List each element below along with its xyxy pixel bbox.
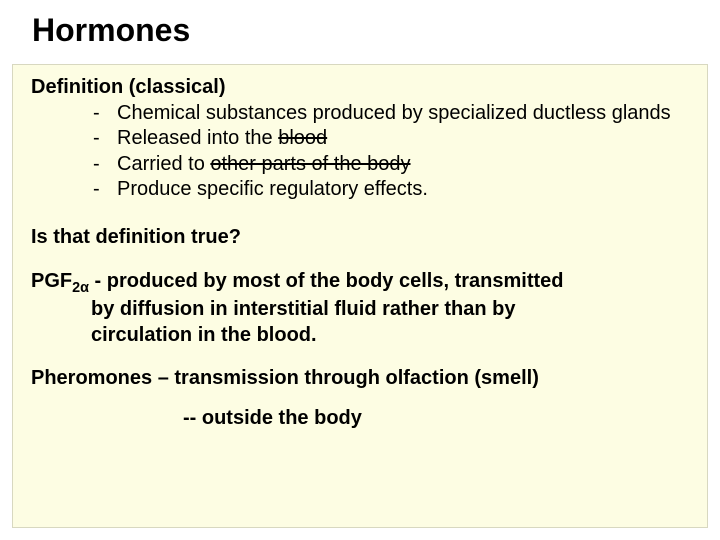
bullet-dash-icon: - [93, 126, 117, 152]
bullet-text: Produce specific regulatory effects. [117, 177, 689, 203]
bullet-text-plain: Carried to [117, 153, 210, 175]
pgf-line2: by diffusion in interstitial fluid rathe… [31, 297, 689, 323]
pgf-line3: circulation in the blood. [31, 323, 689, 349]
bullet-dash-icon: - [93, 101, 117, 127]
bullet-text-struck: blood [278, 127, 327, 149]
pgf-paragraph: PGF2α - produced by most of the body cel… [31, 269, 689, 297]
bullet-dash-icon: - [93, 152, 117, 178]
pgf-label-main: PGF [31, 270, 72, 292]
bullet-text-plain: Released into the [117, 127, 278, 149]
outside-body-text: -- outside the body [31, 406, 689, 432]
bullet-item: - Released into the blood [93, 126, 689, 152]
slide-title: Hormones [0, 0, 720, 49]
bullet-item: - Produce specific regulatory effects. [93, 177, 689, 203]
pheromones-text: Pheromones – transmission through olfact… [31, 366, 689, 392]
bullet-text: Released into the blood [117, 126, 689, 152]
pgf-label: PGF2α [31, 270, 89, 292]
question-text: Is that definition true? [31, 225, 689, 251]
bullet-dash-icon: - [93, 177, 117, 203]
bullet-item: - Chemical substances produced by specia… [93, 101, 689, 127]
bullet-item: - Carried to other parts of the body [93, 152, 689, 178]
content-box: Definition (classical) - Chemical substa… [12, 64, 708, 528]
definition-heading: Definition (classical) [31, 75, 689, 101]
bullet-text: Chemical substances produced by speciali… [117, 101, 689, 127]
bullet-text: Carried to other parts of the body [117, 152, 689, 178]
bullet-list: - Chemical substances produced by specia… [31, 101, 689, 203]
pgf-label-subscript: 2α [72, 280, 89, 296]
bullet-text-struck: other parts of the body [210, 153, 410, 175]
slide: Hormones Definition (classical) - Chemic… [0, 0, 720, 540]
pgf-line1: - produced by most of the body cells, tr… [89, 270, 564, 292]
